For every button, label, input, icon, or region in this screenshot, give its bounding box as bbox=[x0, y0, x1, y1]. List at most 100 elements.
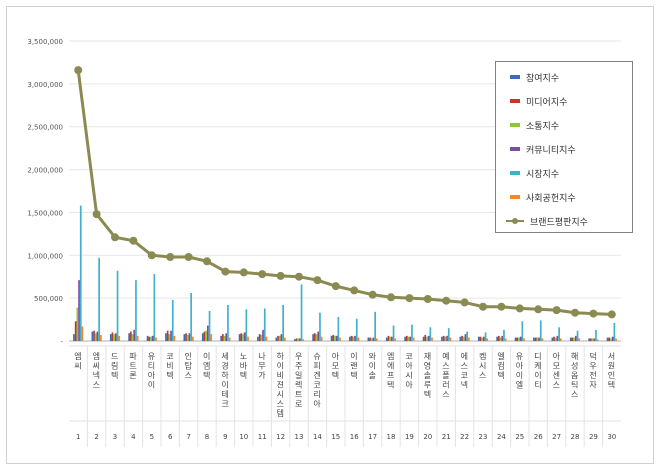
bar-4-16 bbox=[354, 335, 356, 341]
bar-4-4 bbox=[133, 329, 136, 341]
bar-6-1 bbox=[81, 326, 84, 341]
x-rank-label-20: 20 bbox=[423, 433, 432, 441]
x-rank-label-8: 8 bbox=[205, 433, 209, 441]
bar-1-16 bbox=[349, 336, 351, 341]
bar-2-5 bbox=[148, 336, 151, 341]
bar-4-27 bbox=[556, 335, 559, 341]
brand-index-point-27 bbox=[552, 306, 561, 315]
brand-index-point-5 bbox=[147, 251, 156, 260]
bar-4-24 bbox=[501, 335, 504, 341]
bar-4-21 bbox=[446, 335, 448, 341]
legend-label: 미디어지수 bbox=[526, 97, 568, 108]
bar-1-22 bbox=[459, 336, 462, 341]
bar-3-27 bbox=[554, 337, 557, 341]
brand-index-point-14 bbox=[313, 276, 322, 285]
bar-6-22 bbox=[468, 337, 470, 341]
x-rank-label-14: 14 bbox=[313, 433, 322, 441]
bar-3-30 bbox=[610, 338, 612, 341]
bar-3-1 bbox=[76, 307, 79, 341]
bar-6-24 bbox=[504, 338, 507, 341]
bar-2-2 bbox=[93, 330, 95, 341]
bar-5-11 bbox=[263, 308, 266, 341]
bar-2-11 bbox=[258, 334, 261, 341]
bar-6-18 bbox=[394, 338, 397, 341]
brand-index-point-29 bbox=[589, 309, 598, 318]
bar-6-27 bbox=[560, 338, 562, 341]
legend-swatch bbox=[510, 195, 520, 199]
bar-6-12 bbox=[284, 337, 286, 341]
bar-6-21 bbox=[449, 337, 452, 341]
bar-3-13 bbox=[297, 338, 299, 341]
legend-item-participation: 참여지수 bbox=[510, 70, 559, 84]
brand-index-line bbox=[74, 66, 616, 319]
bar-5-22 bbox=[466, 331, 468, 341]
legend-swatch bbox=[510, 75, 520, 79]
bar-1-14 bbox=[312, 334, 314, 341]
x-rank-label-13: 13 bbox=[295, 433, 304, 441]
bar-3-4 bbox=[131, 334, 134, 341]
bar-2-14 bbox=[314, 333, 316, 341]
bar-6-17 bbox=[376, 338, 378, 341]
bar-3-2 bbox=[94, 333, 97, 341]
y-tick-label: 2,000,000 bbox=[27, 167, 63, 175]
legend-item-community: 커뮤니티지수 bbox=[510, 142, 576, 156]
bar-6-6 bbox=[173, 335, 176, 341]
bar-2-21 bbox=[442, 335, 445, 341]
bar-1-15 bbox=[330, 335, 333, 341]
bar-2-22 bbox=[461, 335, 463, 341]
x-rank-label-29: 29 bbox=[589, 433, 598, 441]
brand-index-point-18 bbox=[387, 293, 395, 302]
bar-2-28 bbox=[571, 337, 574, 341]
y-axis-ticks: - 500,000 1,000,000 1,500,000 2,000,000 2,500… bbox=[27, 38, 63, 346]
bar-6-20 bbox=[431, 337, 433, 341]
bar-6-15 bbox=[339, 337, 341, 341]
bar-5-18 bbox=[392, 325, 395, 341]
bar-4-6 bbox=[170, 330, 172, 341]
bar-1-30 bbox=[606, 337, 609, 341]
bar-1-1 bbox=[73, 334, 75, 341]
y-tick-label: 1,000,000 bbox=[27, 252, 63, 260]
bar-4-19 bbox=[409, 336, 412, 341]
bar-3-14 bbox=[315, 334, 318, 341]
x-rank-label-24: 24 bbox=[497, 433, 506, 441]
bar-4-8 bbox=[207, 325, 209, 341]
x-rank-label-16: 16 bbox=[350, 433, 359, 441]
bar-1-23 bbox=[477, 336, 480, 341]
bar-2-25 bbox=[516, 337, 519, 341]
legend-label: 시장지수 bbox=[526, 169, 560, 180]
legend-item-media: 미디어지수 bbox=[510, 94, 567, 108]
bar-4-9 bbox=[225, 333, 228, 341]
bar-5-10 bbox=[245, 309, 248, 341]
bar-2-26 bbox=[534, 337, 537, 341]
bar-4-17 bbox=[372, 337, 375, 341]
bar-2-29 bbox=[590, 338, 592, 341]
x-rank-label-1: 1 bbox=[76, 433, 80, 441]
brand-index-point-7 bbox=[184, 253, 193, 261]
x-rank-label-15: 15 bbox=[331, 433, 340, 441]
bar-3-23 bbox=[481, 337, 483, 341]
brand-index-point-22 bbox=[460, 298, 469, 307]
bar-2-30 bbox=[608, 337, 611, 341]
y-tick-label: 1,500,000 bbox=[27, 209, 63, 217]
brand-index-point-15 bbox=[331, 282, 340, 291]
bar-1-7 bbox=[183, 334, 186, 341]
bar-4-7 bbox=[188, 333, 191, 341]
bar-1-13 bbox=[293, 339, 296, 341]
bar-5-26 bbox=[539, 320, 542, 341]
legend-label: 소통지수 bbox=[526, 121, 560, 132]
legend-line-marker bbox=[506, 218, 524, 224]
x-rank-label-11: 11 bbox=[258, 433, 267, 441]
bar-3-26 bbox=[536, 337, 539, 341]
x-rank-label-12: 12 bbox=[276, 433, 285, 441]
bar-2-24 bbox=[498, 335, 500, 341]
bar-4-12 bbox=[280, 334, 283, 341]
bar-6-2 bbox=[100, 335, 102, 341]
